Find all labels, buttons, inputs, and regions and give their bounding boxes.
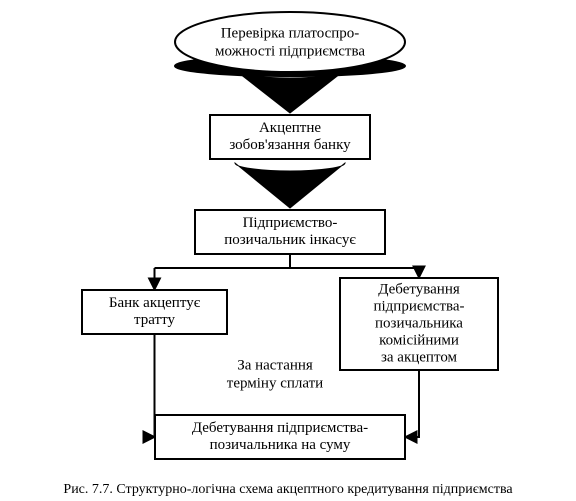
node-label: Акцептне [259, 120, 321, 136]
node-label: Дебетування підприємства- [192, 420, 368, 436]
node-label: тратту [134, 312, 175, 328]
arrow-n2-n3 [235, 163, 345, 208]
node-label: позичальника на суму [210, 437, 351, 453]
node-box-debit-borrower-amount: Дебетування підприємства- позичальника н… [155, 415, 405, 459]
node-label: за акцептом [381, 349, 458, 365]
node-label: Перевірка платоспро- [221, 25, 360, 41]
node-box-bank-accepts-draft: Банк акцептує тратту [82, 290, 227, 334]
node-label: комісійними [379, 332, 459, 348]
node-label: Дебетування [378, 281, 460, 297]
node-ellipse-check-solvency: Перевірка платоспро- можності підприємст… [175, 12, 405, 76]
node-box-acceptance-obligation: Акцептне зобов'язання банку [210, 115, 370, 159]
edge-label-line: За настання [237, 357, 313, 373]
edge-label-line: терміну сплати [227, 375, 323, 391]
node-label: можності підприємства [215, 43, 365, 59]
node-label: зобов'язання банку [229, 137, 351, 153]
node-label: позичальника [375, 315, 463, 331]
node-label: позичальник інкасує [224, 232, 356, 248]
node-label: Підприємство- [243, 215, 338, 231]
figure-caption: Рис. 7.7. Структурно-логічна схема акцеп… [63, 482, 513, 497]
node-label: підприємства- [373, 298, 464, 314]
node-label: Банк акцептує [109, 295, 201, 311]
connector-n5-n6 [405, 370, 419, 437]
node-box-debit-commission: Дебетування підприємства- позичальника к… [340, 278, 498, 370]
node-box-borrower-collects: Підприємство- позичальник інкасує [195, 210, 385, 254]
edge-label-on-due: За настання терміну сплати [227, 357, 323, 391]
